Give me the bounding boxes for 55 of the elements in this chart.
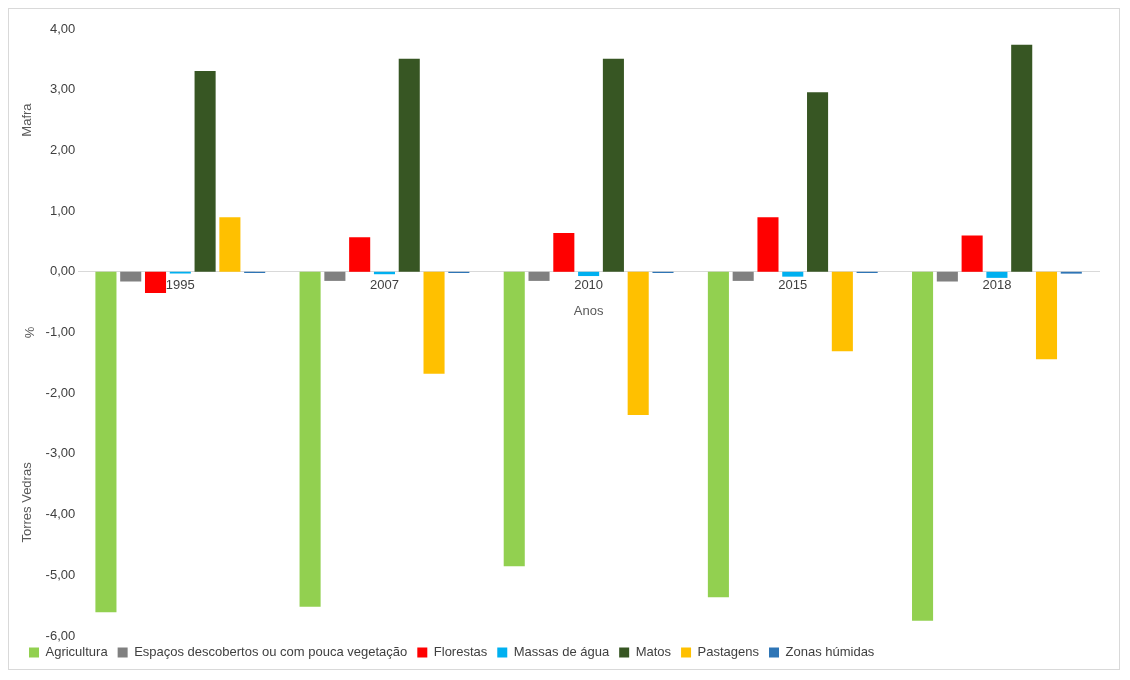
bar bbox=[732, 271, 754, 281]
bar bbox=[324, 271, 346, 281]
bar bbox=[349, 237, 371, 272]
bar bbox=[782, 271, 804, 277]
bar bbox=[503, 271, 525, 567]
legend-label: Espaços descobertos ou com pouca vegetação bbox=[134, 644, 408, 660]
text: Mafra bbox=[18, 102, 34, 137]
bar bbox=[578, 271, 600, 277]
y-tick-label: 4,00 bbox=[49, 20, 76, 36]
bar bbox=[299, 271, 321, 607]
bar bbox=[627, 271, 649, 416]
bar bbox=[423, 271, 445, 374]
bar bbox=[120, 271, 142, 282]
legend-label: Massas de água bbox=[513, 644, 610, 660]
bar bbox=[144, 271, 167, 294]
legend-label: Zonas húmidas bbox=[785, 644, 875, 660]
x-tick-label: 1995 bbox=[165, 277, 195, 293]
y-tick-label: -6,00 bbox=[45, 627, 76, 643]
bar bbox=[831, 271, 853, 352]
y-tick-label: -5,00 bbox=[45, 566, 76, 582]
y-tick-label: 3,00 bbox=[49, 81, 76, 97]
y-tick-label: 1,00 bbox=[49, 202, 76, 218]
x-tick-label: 2007 bbox=[370, 277, 399, 293]
text: Torres Vedras bbox=[18, 461, 34, 543]
bar bbox=[807, 92, 829, 272]
bar bbox=[1011, 44, 1033, 272]
bar bbox=[986, 271, 1008, 278]
y-tick-label: 2,00 bbox=[49, 141, 76, 157]
legend-label: Agricultura bbox=[45, 644, 109, 660]
y-tick-label: 0,00 bbox=[49, 263, 76, 279]
bar bbox=[912, 271, 934, 621]
bar bbox=[602, 58, 624, 272]
x-tick-label: 2015 bbox=[778, 277, 808, 293]
y-tick-label: -1,00 bbox=[45, 324, 76, 340]
bar bbox=[553, 232, 575, 272]
y-tick-label: -4,00 bbox=[45, 506, 76, 522]
x-tick-label: 2018 bbox=[982, 277, 1012, 293]
bar bbox=[1035, 271, 1058, 360]
bar bbox=[95, 271, 117, 613]
legend-label: Matos bbox=[635, 644, 672, 660]
bar bbox=[219, 217, 241, 272]
legend-label: Pastagens bbox=[697, 644, 760, 660]
legend-label: Florestas bbox=[433, 644, 488, 660]
bar bbox=[936, 271, 958, 282]
bar bbox=[398, 58, 420, 272]
bar bbox=[757, 217, 779, 272]
y-tick-label: -2,00 bbox=[45, 384, 76, 400]
y-tick-label: -3,00 bbox=[45, 445, 76, 461]
bar bbox=[707, 271, 729, 598]
x-axis-title: Anos bbox=[573, 302, 604, 318]
bar bbox=[528, 271, 550, 281]
bar bbox=[961, 235, 983, 272]
x-tick-label: 2010 bbox=[574, 277, 604, 293]
bar bbox=[194, 70, 216, 272]
y-axis-title: % bbox=[22, 326, 38, 339]
